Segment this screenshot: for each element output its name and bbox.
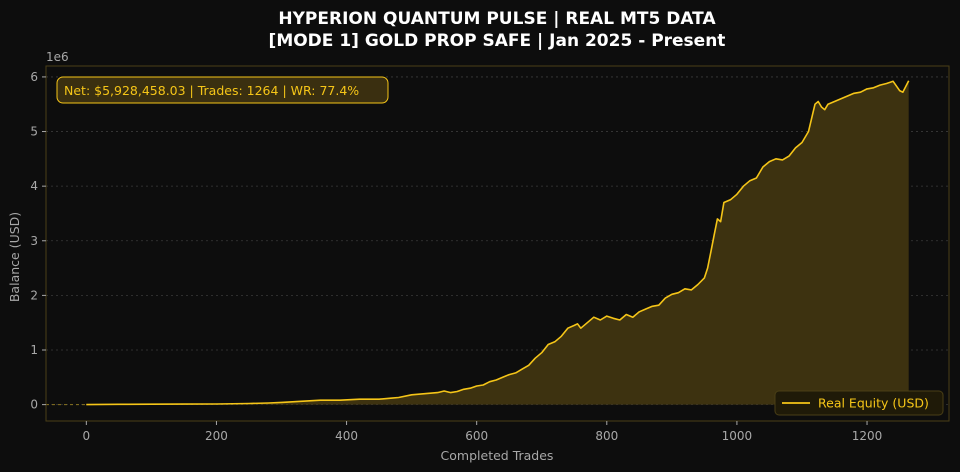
- y-tick-label: 6: [30, 70, 38, 84]
- x-axis-label: Completed Trades: [441, 448, 554, 463]
- x-tick-label: 400: [335, 429, 358, 443]
- x-axis-ticks: 0 200 400 600 800 1000 1200: [83, 421, 883, 443]
- y-tick-label: 0: [30, 398, 38, 412]
- y-axis-multiplier: 1e6: [46, 50, 69, 64]
- x-tick-label: 0: [83, 429, 91, 443]
- x-tick-label: 600: [465, 429, 488, 443]
- y-axis-label: Balance (USD): [7, 212, 22, 302]
- chart-title-line2: [MODE 1] GOLD PROP SAFE | Jan 2025 - Pre…: [269, 31, 726, 51]
- axes-frame: [45, 65, 950, 422]
- legend-label: Real Equity (USD): [818, 396, 929, 411]
- chart-title-line1: HYPERION QUANTUM PULSE | REAL MT5 DATA: [278, 9, 716, 29]
- y-tick-label: 3: [30, 234, 38, 248]
- equity-area-fill: [86, 80, 909, 405]
- y-axis-ticks: 0 1 2 3 4 5 6: [30, 70, 46, 412]
- y-tick-label: 4: [30, 179, 38, 193]
- x-tick-label: 200: [205, 429, 228, 443]
- legend: Real Equity (USD): [774, 390, 944, 416]
- x-tick-label: 1200: [852, 429, 883, 443]
- annotation-text: Net: $5,928,458.03 | Trades: 1264 | WR: …: [64, 83, 359, 98]
- y-tick-label: 1: [30, 343, 38, 357]
- x-tick-label: 800: [595, 429, 618, 443]
- y-tick-label: 2: [30, 288, 38, 302]
- stats-annotation: Net: $5,928,458.03 | Trades: 1264 | WR: …: [56, 76, 389, 104]
- y-tick-label: 5: [30, 125, 38, 139]
- equity-line: [86, 80, 910, 406]
- plot-area: [46, 80, 910, 406]
- annotation-box: [56, 76, 389, 104]
- x-tick-label: 1000: [722, 429, 753, 443]
- legend-box: [774, 390, 944, 416]
